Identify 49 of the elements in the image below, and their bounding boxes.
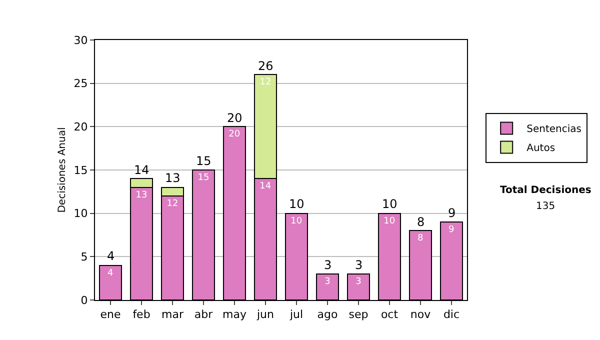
total-label: 20 (227, 111, 242, 125)
data-label: 14 (260, 182, 272, 192)
total-label: 4 (107, 249, 115, 263)
y-tick-label: 5 (80, 250, 88, 264)
legend-label: Sentencias (526, 124, 582, 136)
total-label: 15 (196, 154, 212, 168)
data-label: 20 (228, 130, 240, 140)
data-label: 9 (448, 225, 454, 235)
x-tick-label: oct (380, 308, 399, 322)
x-tick-label: jul (288, 308, 304, 322)
total-label: 13 (165, 171, 180, 185)
x-tick-label: jun (256, 308, 274, 322)
y-tick-label: 0 (80, 294, 88, 307)
data-label: 15 (198, 173, 210, 183)
y-tick-label: 30 (74, 34, 88, 47)
y-tick-label: 20 (74, 120, 88, 134)
y-axis-title: Decisiones Anual (57, 127, 68, 213)
x-tick-label: abr (194, 308, 214, 322)
total-label: 3 (355, 258, 363, 272)
text: 135 (536, 201, 556, 212)
legend-label: Autos (526, 143, 556, 154)
data-label: 12 (166, 199, 178, 209)
total-label: 9 (448, 206, 456, 220)
x-tick-label: ene (100, 308, 121, 322)
data-label: 8 (418, 234, 424, 244)
total-label: 10 (382, 197, 398, 211)
x-tick-label: feb (132, 308, 150, 322)
data-label: 12 (260, 78, 272, 88)
text: Total Decisiones (500, 185, 592, 196)
data-label: 10 (290, 216, 302, 226)
x-tick-label: dic (443, 308, 460, 322)
x-tick-label: nov (410, 308, 432, 322)
data-label: 3 (324, 277, 330, 287)
data-label: 10 (384, 216, 396, 226)
data-label: 13 (136, 190, 148, 200)
y-tick-label: 10 (74, 207, 88, 220)
total-label: 3 (324, 258, 332, 272)
total-label: 26 (258, 59, 274, 73)
data-label: 3 (356, 277, 362, 287)
y-tick-label: 25 (74, 77, 88, 90)
x-tick-label: may (222, 308, 247, 322)
data-label: 4 (108, 268, 114, 278)
y-tick-label: 15 (74, 164, 88, 177)
x-tick-label: mar (162, 308, 184, 322)
total-label: 14 (134, 163, 150, 177)
total-label: 10 (289, 197, 304, 211)
total-label: 8 (417, 215, 425, 229)
x-tick-label: sep (348, 308, 368, 322)
x-tick-label: ago (317, 308, 338, 322)
